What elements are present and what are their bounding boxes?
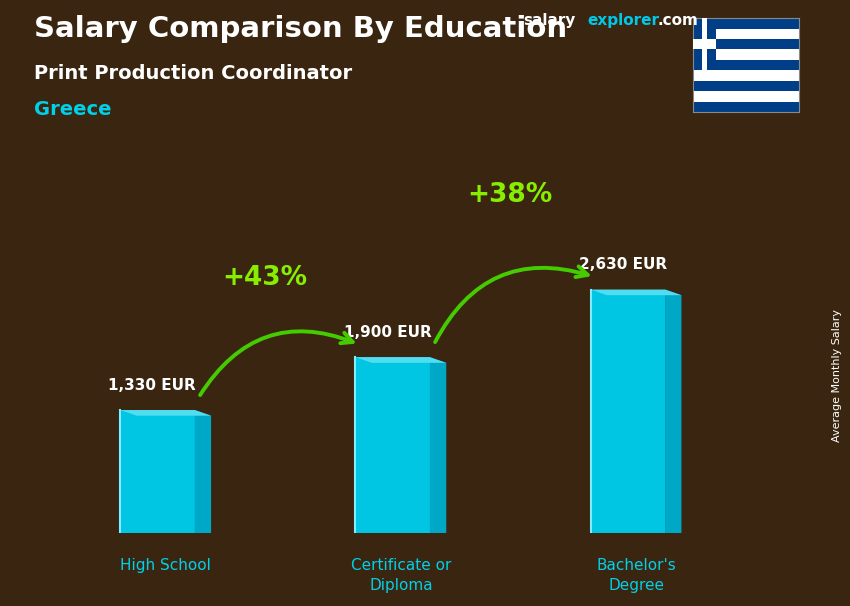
Bar [702,18,707,70]
Text: 2,630 EUR: 2,630 EUR [579,257,667,272]
Polygon shape [355,357,446,363]
Polygon shape [430,357,446,539]
Text: Bachelor's
Degree: Bachelor's Degree [596,559,676,593]
Bar [693,81,799,92]
Bar [693,102,799,112]
Bar [693,18,717,70]
Text: explorer: explorer [587,13,660,28]
Bar [693,50,799,60]
Text: Average Monthly Salary: Average Monthly Salary [832,309,842,442]
Bar [591,290,665,533]
Text: 1,900 EUR: 1,900 EUR [343,325,432,340]
Text: +43%: +43% [223,265,308,291]
Polygon shape [120,410,211,416]
Polygon shape [591,290,682,295]
Text: .com: .com [657,13,698,28]
Bar [693,60,799,70]
Polygon shape [195,410,211,539]
Text: Greece: Greece [34,100,111,119]
Bar [693,70,799,81]
Bar [693,92,799,102]
Text: 1,330 EUR: 1,330 EUR [109,378,196,393]
Bar [693,39,799,50]
Bar [355,357,430,533]
Text: Salary Comparison By Education: Salary Comparison By Education [34,15,567,43]
Bar [120,410,195,533]
Text: salary: salary [523,13,575,28]
Bar [693,18,799,28]
Polygon shape [665,290,682,539]
Bar [693,39,717,50]
Bar [693,28,799,39]
Text: +38%: +38% [468,182,552,208]
Text: Certificate or
Diploma: Certificate or Diploma [351,559,451,593]
Text: High School: High School [120,559,211,573]
Text: Print Production Coordinator: Print Production Coordinator [34,64,352,82]
